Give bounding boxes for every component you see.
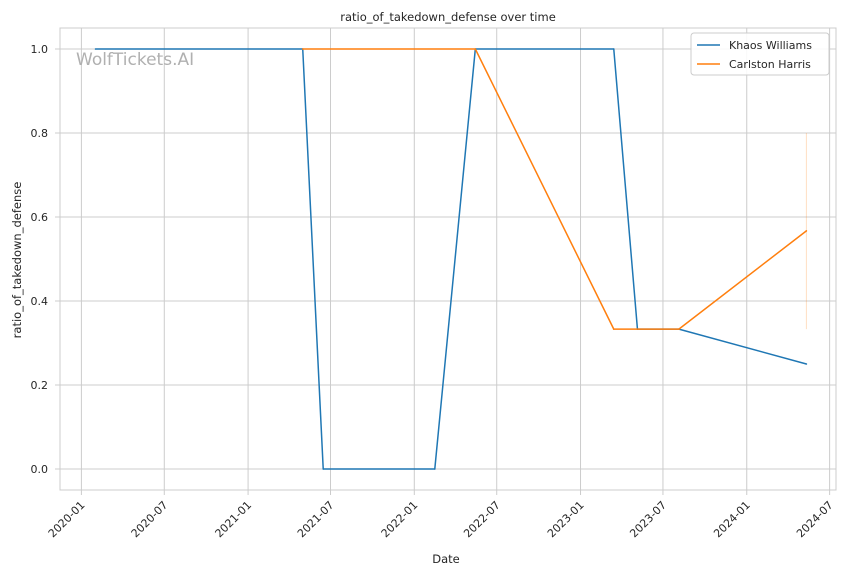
- series-layer: [94, 48, 808, 470]
- legend-label-carlston-harris: Carlston Harris: [729, 58, 811, 71]
- y-tick-label: 0.0: [31, 463, 49, 476]
- x-tick-label: 2024-01: [711, 499, 753, 541]
- x-tick-label: 2022-01: [379, 499, 421, 541]
- x-tick-label: 2020-07: [129, 499, 171, 541]
- chart-title: ratio_of_takedown_defense over time: [340, 10, 556, 24]
- legend: Khaos Williams Carlston Harris: [690, 32, 830, 76]
- y-axis-label: ratio_of_takedown_defense: [10, 182, 24, 339]
- y-tick-label: 1.0: [31, 43, 49, 56]
- y-tick-label: 0.2: [31, 379, 49, 392]
- x-tick-label: 2020-01: [46, 499, 88, 541]
- data-point-khaos-williams: [805, 363, 808, 365]
- x-tick-label: 2022-07: [461, 499, 503, 541]
- x-tick-label: 2024-07: [794, 499, 836, 541]
- y-tick-label: 0.8: [31, 127, 49, 140]
- legend-box: [690, 32, 830, 76]
- data-point-carlston-harris: [678, 328, 680, 330]
- data-point-khaos-williams: [322, 468, 325, 470]
- data-point-carlston-harris: [301, 48, 304, 50]
- y-tick-label: 0.4: [31, 295, 49, 308]
- x-tick-label: 2021-07: [295, 499, 337, 541]
- x-axis-label: Date: [432, 552, 460, 566]
- data-point-carlston-harris: [474, 48, 477, 50]
- grid: [60, 28, 836, 490]
- data-point-khaos-williams: [94, 48, 97, 50]
- plot-area: [59, 27, 837, 491]
- data-point-khaos-williams: [433, 468, 436, 470]
- x-tick-label: 2023-07: [627, 499, 669, 541]
- data-point-carlston-harris: [805, 230, 808, 232]
- x-tick-label: 2021-01: [213, 499, 255, 541]
- data-point-khaos-williams: [612, 48, 615, 50]
- watermark: WolfTickets.AI: [76, 50, 194, 70]
- legend-label-khaos-williams: Khaos Williams: [729, 39, 812, 52]
- data-point-carlston-harris: [612, 328, 615, 330]
- y-tick-label: 0.6: [31, 211, 49, 224]
- x-tick-label: 2023-01: [545, 499, 587, 541]
